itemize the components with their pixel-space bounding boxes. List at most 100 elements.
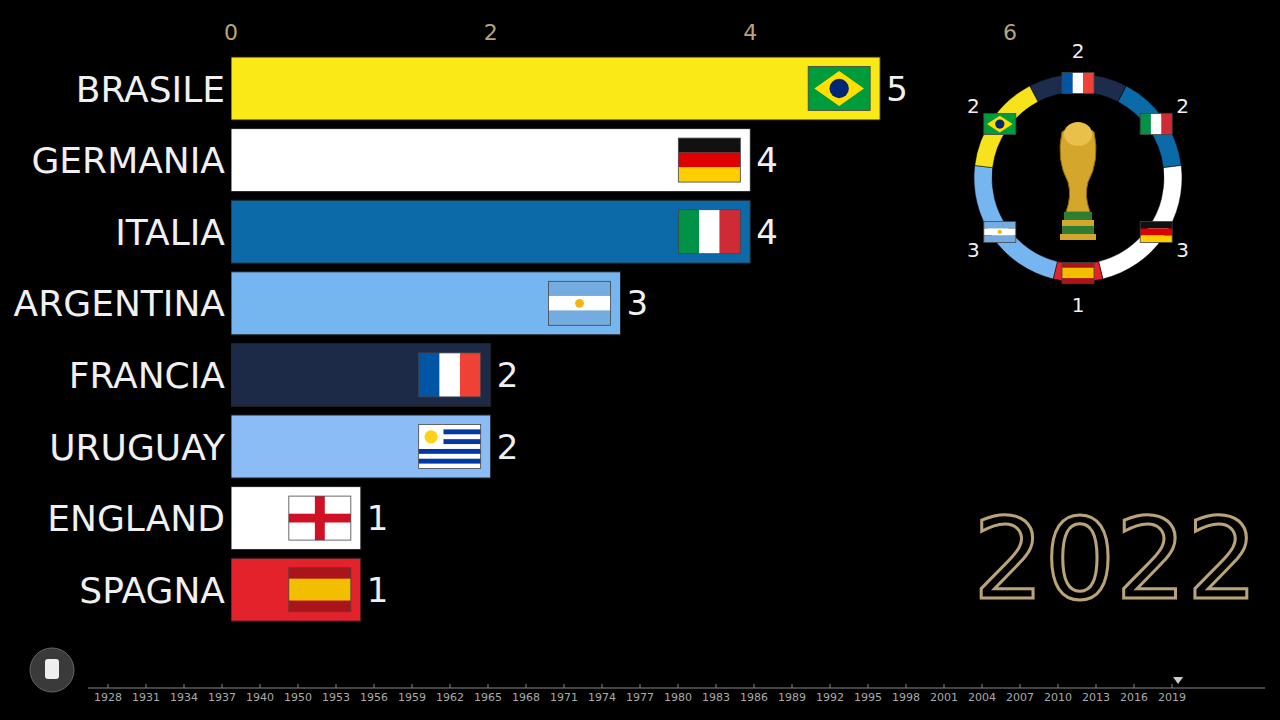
tick-mark [184, 684, 185, 688]
tick-label: 1995 [854, 691, 882, 704]
tick-label: 1998 [892, 691, 920, 704]
flag-part [699, 210, 720, 254]
tick-label: 4 [743, 20, 757, 45]
bar [231, 415, 491, 478]
flag-part [995, 119, 1004, 128]
tick-label: 1940 [246, 691, 274, 704]
tick-label: 1971 [550, 691, 578, 704]
tick-mark [526, 684, 527, 688]
donut-segment [974, 165, 1057, 279]
flag-outline [1062, 263, 1094, 284]
tick-label: 1980 [664, 691, 692, 704]
tick-label: 2016 [1120, 691, 1148, 704]
data-label: 1 [367, 570, 389, 610]
trophy-band [1062, 226, 1094, 234]
tick-label: 2 [484, 20, 498, 45]
tick-label: 2007 [1006, 691, 1034, 704]
tick-label: 1953 [322, 691, 350, 704]
tick-mark [1020, 684, 1021, 688]
flag-icon [289, 568, 351, 612]
tick-mark [982, 684, 983, 688]
flag-part [678, 138, 740, 153]
chart-canvas: 0246BRASILE5GERMANIA4ITALIA4ARGENTINA3FR… [0, 0, 1280, 720]
background [0, 0, 1280, 720]
data-label: 4 [756, 140, 778, 180]
flag-part [984, 235, 1016, 242]
donut [974, 73, 1182, 284]
data-label: 2 [967, 94, 980, 118]
tick-label: 2019 [1158, 691, 1186, 704]
tick-label: 1950 [284, 691, 312, 704]
flag-part [678, 153, 740, 168]
data-label: 2 [1072, 39, 1085, 63]
channel-icon [45, 659, 59, 679]
flag-outline [289, 568, 351, 612]
tick-label: 2010 [1044, 691, 1072, 704]
flag-part [419, 449, 481, 454]
flag-outline [984, 221, 1016, 242]
flag-outline [419, 425, 481, 469]
flag-icon [1140, 221, 1172, 242]
flag-icon [984, 114, 1016, 135]
tick-mark [412, 684, 413, 688]
flag-part [289, 496, 351, 540]
trophy-base [1060, 234, 1096, 240]
flag-part [1162, 114, 1173, 135]
flag-outline [984, 114, 1016, 135]
tick-label: 1968 [512, 691, 540, 704]
category-label: URUGUAY [49, 427, 226, 468]
timeline-axis [88, 688, 1265, 689]
tick-label: 0 [224, 20, 238, 45]
tick-label: 1977 [626, 691, 654, 704]
tick-label: 1989 [778, 691, 806, 704]
flag-outline [289, 496, 351, 540]
flag-outline [1062, 73, 1094, 94]
tick-mark [1058, 684, 1059, 688]
category-label: GERMANIA [31, 140, 225, 181]
flag-part [984, 221, 1016, 228]
trophy-icon [1060, 122, 1096, 240]
flag-icon [678, 210, 740, 254]
tick-label: 2013 [1082, 691, 1110, 704]
flag-part [1151, 114, 1162, 135]
flag-part [1140, 114, 1151, 135]
category-label: BRASILE [76, 69, 225, 110]
flag-part [289, 579, 351, 601]
tick-mark [792, 684, 793, 688]
flag-outline [808, 67, 870, 111]
flag-part [419, 459, 481, 464]
flag-part [289, 514, 351, 523]
flag-part [1140, 235, 1172, 242]
flag-part [678, 210, 699, 254]
flag-part [289, 601, 351, 612]
flag-icon [1140, 114, 1172, 135]
tick-mark [830, 684, 831, 688]
flag-part [678, 167, 740, 182]
flag-part [720, 210, 741, 254]
tick-label: 1928 [94, 691, 122, 704]
data-label: 2 [497, 355, 519, 395]
flag-part [549, 281, 611, 296]
flag-part [549, 296, 611, 311]
data-label: 1 [1072, 293, 1085, 317]
flag-icon [1062, 263, 1094, 284]
flag-part [1073, 73, 1084, 94]
tick-label: 1934 [170, 691, 198, 704]
tick-mark [944, 684, 945, 688]
tick-mark [754, 684, 755, 688]
tick-mark [602, 684, 603, 688]
bar [231, 558, 361, 621]
tick-mark [222, 684, 223, 688]
tick-label: 2004 [968, 691, 996, 704]
trophy-base [1062, 220, 1094, 226]
tick-mark [716, 684, 717, 688]
flag-part [987, 116, 1013, 133]
flag-icon [419, 353, 481, 397]
data-label: 3 [627, 283, 649, 323]
bar [231, 272, 621, 335]
channel-icon [30, 648, 74, 692]
flag-icon [289, 496, 351, 540]
bar [231, 57, 880, 120]
category-label: ENGLAND [47, 498, 225, 539]
donut-segment [1118, 86, 1181, 168]
